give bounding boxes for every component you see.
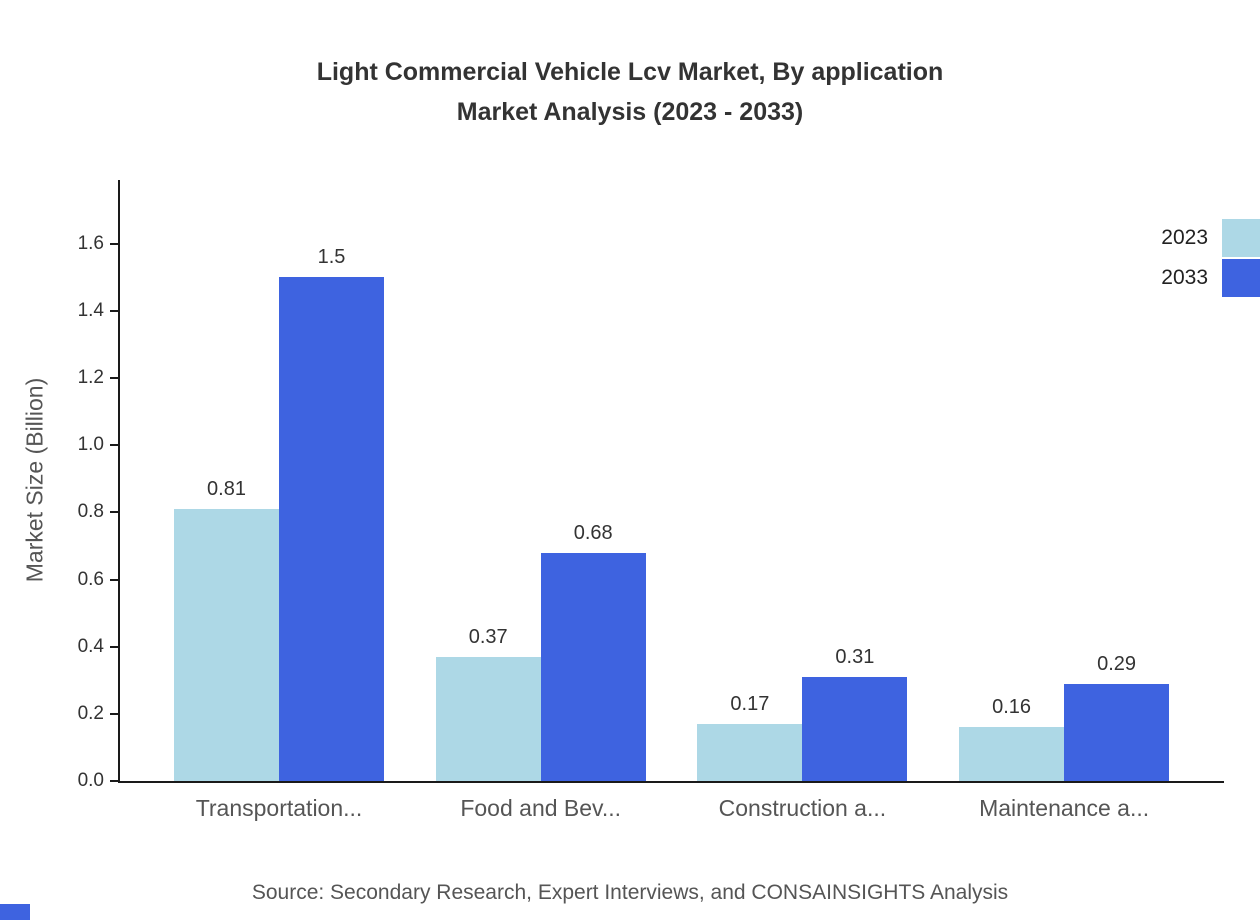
y-tick-label: 1.0 xyxy=(77,434,104,456)
y-tick-mark xyxy=(110,444,118,447)
y-tick-mark xyxy=(110,242,118,245)
bar-value-label: 0.29 xyxy=(1097,652,1137,675)
bar-2023-4[interactable] xyxy=(959,727,1065,781)
plot-area: 0.0 0.2 0.4 0.6 0.8 1.0 1.2 1.4 1.6 0.81 1.5 Transp… xyxy=(78,180,1224,821)
category-label-4: Maintenance a... xyxy=(979,795,1150,821)
bar-value-label: 1.5 xyxy=(317,246,346,269)
bar-value-label: 0.16 xyxy=(992,696,1032,719)
y-tick-mark xyxy=(110,377,118,380)
legend-swatch xyxy=(1222,219,1260,257)
y-tick-mark xyxy=(110,511,118,514)
bar-2033-1[interactable] xyxy=(279,277,384,781)
bar-value-label: 0.81 xyxy=(207,478,246,501)
y-tick-label: 1.6 xyxy=(77,232,104,254)
category-label-1: Transportation... xyxy=(195,795,363,821)
legend-label: 2033 xyxy=(1161,266,1208,289)
category-label-2: Food and Bev... xyxy=(460,795,622,821)
chart-title-line1: Light Commercial Vehicle Lcv Market, By … xyxy=(316,58,944,86)
y-tick-label: 0.2 xyxy=(77,702,104,724)
y-axis-label: Market Size (Billion) xyxy=(21,377,48,583)
bar-value-label: 0.37 xyxy=(468,625,508,648)
y-tick-label: 0.6 xyxy=(77,568,104,590)
legend: 2023 2033 xyxy=(1161,219,1260,299)
legend-label: 2023 xyxy=(1161,226,1208,249)
y-tick-mark xyxy=(110,309,118,312)
y-tick-mark xyxy=(110,712,118,715)
legend-item-2023[interactable]: 2023 xyxy=(1161,219,1260,257)
brand-corner-mark xyxy=(0,904,30,920)
bar-2023-3[interactable] xyxy=(697,723,803,781)
y-tick-mark xyxy=(110,645,118,648)
category-label-3: Construction a... xyxy=(718,795,887,821)
legend-swatch xyxy=(1222,259,1260,297)
bar-2023-1[interactable] xyxy=(174,509,279,781)
y-tick-label: 1.2 xyxy=(77,367,104,389)
y-tick-mark xyxy=(110,780,118,782)
bar-value-label: 0.17 xyxy=(730,692,770,715)
bar-value-label: 0.31 xyxy=(835,645,875,668)
bar-value-label: 0.68 xyxy=(573,521,613,544)
source-text: Source: Secondary Research, Expert Inter… xyxy=(251,881,1009,904)
chart-title-line2: Market Analysis (2023 - 2033) xyxy=(456,98,804,126)
y-tick-label: 0.0 xyxy=(77,770,104,791)
bar-2033-2[interactable] xyxy=(540,552,646,781)
y-tick-label: 1.4 xyxy=(77,299,104,321)
y-tick-label: 0.8 xyxy=(77,501,104,523)
bar-2023-2[interactable] xyxy=(435,656,541,781)
legend-item-2033[interactable]: 2033 xyxy=(1161,259,1260,297)
y-tick-mark xyxy=(110,578,118,581)
bar-2033-4[interactable] xyxy=(1064,683,1170,781)
y-tick-label: 0.4 xyxy=(77,635,104,657)
chart-title: Light Commercial Vehicle Lcv Market, By … xyxy=(0,52,1260,132)
bar-2033-3[interactable] xyxy=(802,676,908,781)
